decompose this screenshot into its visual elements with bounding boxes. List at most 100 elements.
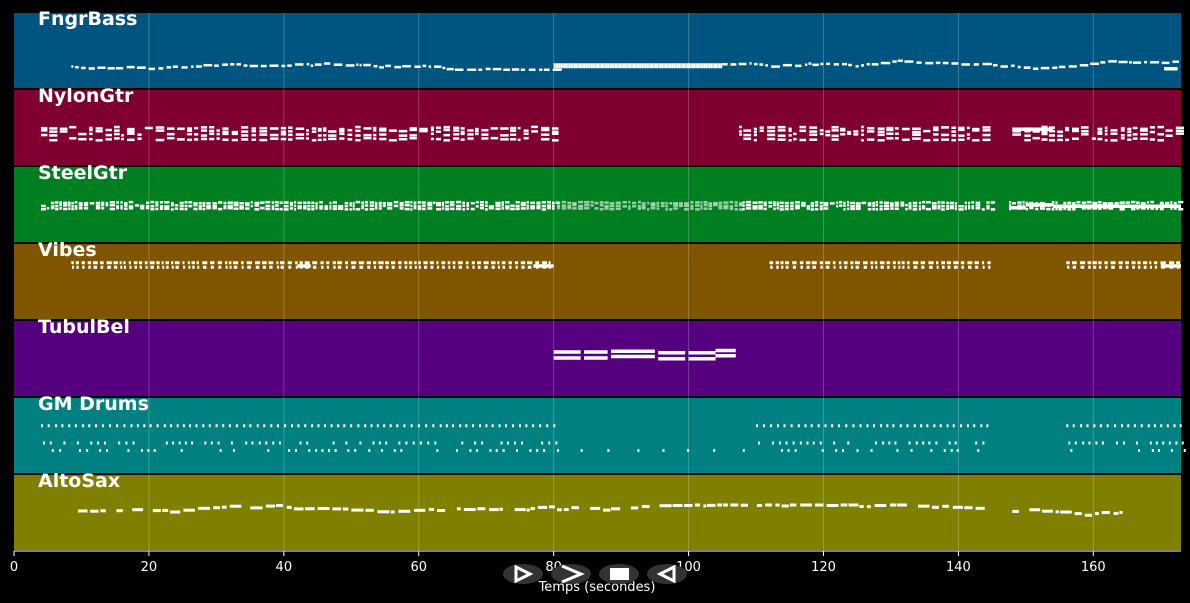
note <box>500 134 509 137</box>
note <box>455 200 462 204</box>
note <box>734 208 738 211</box>
note <box>582 63 584 69</box>
note <box>324 205 329 208</box>
note <box>138 261 143 265</box>
note <box>427 441 430 445</box>
note <box>179 207 184 211</box>
note <box>396 424 399 428</box>
note <box>923 129 931 133</box>
note <box>925 61 934 65</box>
note <box>290 424 293 428</box>
note <box>286 505 292 509</box>
note <box>806 265 810 269</box>
note <box>552 204 555 208</box>
note <box>1066 261 1070 265</box>
note <box>231 138 238 142</box>
note <box>374 207 378 210</box>
note <box>505 200 510 204</box>
note <box>922 441 925 445</box>
note <box>144 126 153 130</box>
note <box>164 201 170 204</box>
note <box>280 265 284 269</box>
note <box>250 506 263 510</box>
note <box>684 503 693 507</box>
note <box>718 206 723 210</box>
note <box>145 265 148 269</box>
note <box>93 265 97 269</box>
note <box>481 441 484 445</box>
note <box>669 202 673 205</box>
note <box>78 202 83 205</box>
note <box>469 449 472 452</box>
note <box>874 504 887 508</box>
note <box>937 204 941 208</box>
note <box>323 424 326 428</box>
note <box>355 125 361 129</box>
note <box>1074 512 1082 516</box>
note <box>572 207 577 210</box>
note <box>1058 65 1066 69</box>
note <box>781 449 784 452</box>
note <box>850 265 854 269</box>
note <box>351 508 364 512</box>
note <box>232 449 235 452</box>
note <box>572 201 577 205</box>
note <box>447 261 451 265</box>
note <box>433 201 436 205</box>
note <box>398 134 408 137</box>
note <box>578 204 584 208</box>
note <box>306 137 309 140</box>
note <box>684 204 689 208</box>
note <box>1132 61 1142 64</box>
note <box>398 137 408 141</box>
note <box>276 424 279 428</box>
note <box>886 126 894 130</box>
note <box>867 203 872 207</box>
note <box>475 205 479 208</box>
note <box>617 63 620 69</box>
note <box>373 261 377 265</box>
note <box>332 207 338 211</box>
note <box>323 129 327 132</box>
note <box>365 508 374 512</box>
note-block <box>1012 127 1053 131</box>
note <box>180 449 183 452</box>
stop-button[interactable] <box>599 564 639 584</box>
note <box>973 424 976 428</box>
note <box>1120 424 1123 428</box>
note <box>739 130 742 133</box>
rewind-button[interactable] <box>503 564 543 584</box>
play-button[interactable] <box>551 564 591 584</box>
note <box>259 126 268 130</box>
note <box>1129 61 1132 64</box>
note <box>966 424 969 428</box>
note <box>399 207 404 210</box>
note <box>422 201 426 204</box>
note <box>541 208 547 211</box>
note <box>1120 136 1125 140</box>
track-lane <box>14 13 1181 88</box>
note <box>312 265 317 269</box>
note <box>729 207 734 211</box>
note <box>109 203 116 207</box>
note <box>859 505 864 509</box>
note <box>1105 265 1108 269</box>
forward-button[interactable] <box>647 564 687 584</box>
note <box>105 128 112 132</box>
note <box>675 63 677 69</box>
note <box>485 424 488 428</box>
note <box>656 207 660 210</box>
note <box>794 449 797 452</box>
note <box>184 204 188 208</box>
note <box>520 261 526 265</box>
note <box>1165 129 1173 132</box>
note <box>698 63 701 69</box>
note <box>140 449 143 452</box>
note <box>510 133 517 136</box>
note <box>819 129 824 132</box>
note <box>453 129 460 132</box>
note <box>307 204 311 208</box>
note <box>424 265 428 269</box>
note <box>951 126 957 130</box>
note <box>1118 261 1123 265</box>
